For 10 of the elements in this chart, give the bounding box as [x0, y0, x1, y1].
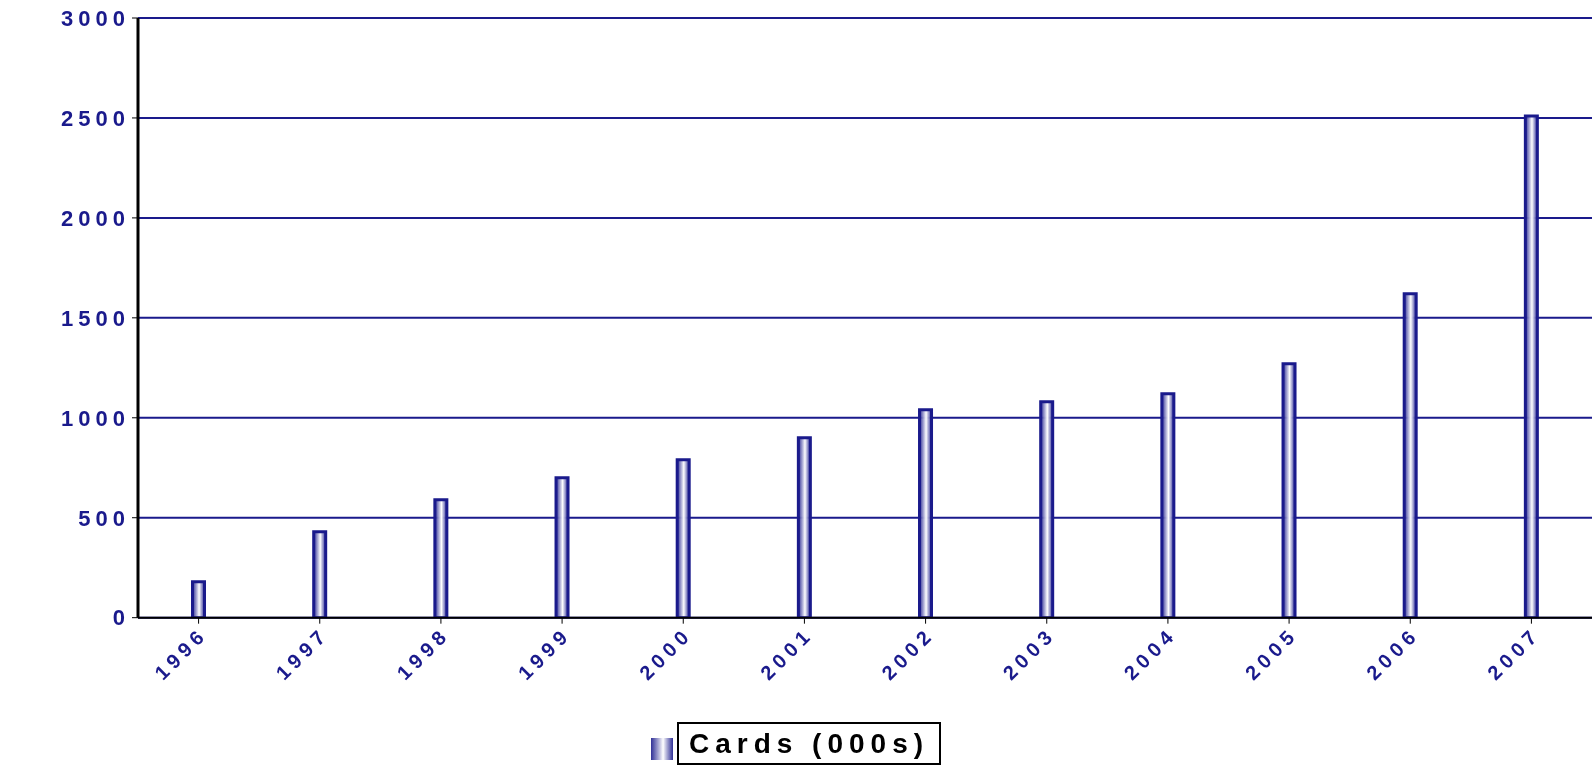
y-tick-label: 1500: [61, 305, 130, 331]
y-tick-label: 2500: [61, 105, 130, 131]
y-tick-label: 500: [78, 505, 130, 531]
bar: [312, 530, 328, 618]
y-tick-label: 0: [112, 605, 130, 631]
y-tick-label: 2000: [61, 205, 130, 231]
legend-label: Cards (000s): [676, 721, 942, 765]
bar: [191, 580, 207, 618]
y-tick-label: 1000: [61, 405, 130, 431]
y-tick-label: 3000: [61, 5, 130, 31]
